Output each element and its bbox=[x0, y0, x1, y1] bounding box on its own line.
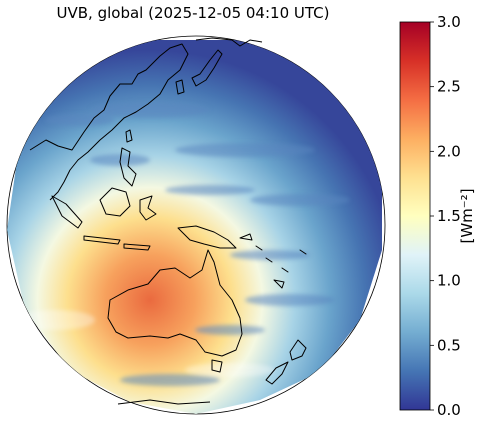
colorbar-tick-label: 0.5 bbox=[437, 336, 461, 354]
colorbar-tick-label: 3.0 bbox=[437, 13, 461, 31]
colorbar-tick-label: 2.0 bbox=[437, 142, 461, 160]
coastline-pacific-islands bbox=[239, 233, 307, 289]
coastline-sulawesi bbox=[139, 195, 157, 221]
colorbar-unit-label: [Wm⁻²] bbox=[458, 188, 476, 243]
colorbar: 0.0 0.5 1.0 1.5 2.0 2.5 3.0 [Wm⁻²] bbox=[399, 13, 476, 419]
colorbar-tick-label: 2.5 bbox=[437, 78, 461, 96]
colorbar-tick-label: 1.5 bbox=[437, 207, 461, 225]
coastline-taiwan bbox=[125, 129, 133, 143]
colorbar-gradient bbox=[399, 21, 431, 411]
coastline-north-asia bbox=[195, 37, 263, 47]
map-title: UVB, global (2025-12-05 04:10 UTC) bbox=[56, 4, 330, 22]
uv-field bbox=[7, 40, 382, 414]
coastline-korea bbox=[175, 79, 185, 95]
coastline-asia-mainland bbox=[29, 43, 189, 201]
colorbar-ticks: 0.0 0.5 1.0 1.5 2.0 2.5 3.0 bbox=[430, 13, 461, 419]
coastline-australia bbox=[107, 249, 243, 357]
coastline-new-zealand bbox=[265, 339, 307, 385]
coastline-borneo bbox=[99, 187, 131, 217]
coastlines bbox=[29, 37, 307, 405]
coastline-japan bbox=[191, 49, 223, 87]
coastline-tasmania bbox=[211, 359, 223, 373]
coastline-sumatra bbox=[51, 195, 83, 229]
cloud-patterns bbox=[45, 102, 350, 386]
coastline-java bbox=[83, 235, 151, 251]
coastline-antarctica bbox=[117, 399, 211, 405]
colorbar-tick-label: 1.0 bbox=[437, 272, 461, 290]
coastline-philippines bbox=[119, 147, 137, 187]
colorbar-tick-label: 0.0 bbox=[437, 401, 461, 419]
coastline-new-guinea bbox=[177, 225, 237, 249]
